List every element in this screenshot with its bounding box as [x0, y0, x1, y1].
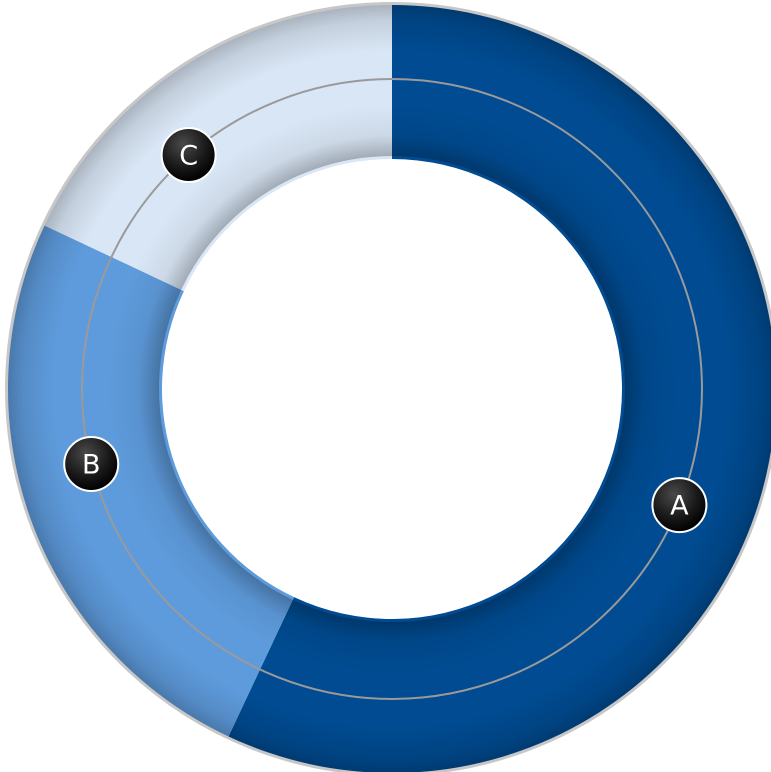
marker-circle: [63, 435, 120, 492]
slice-label-b: B: [82, 449, 101, 480]
marker-c: C: [160, 127, 217, 184]
guide-ring: [81, 78, 703, 700]
marker-circle: [160, 127, 217, 184]
marker-b: B: [63, 435, 120, 492]
slice-label-a: A: [670, 491, 689, 522]
marker-circle: [651, 477, 708, 534]
marker-a: A: [651, 477, 708, 534]
slice-label-c: C: [179, 141, 198, 172]
markers-layer: A B C: [63, 127, 708, 534]
